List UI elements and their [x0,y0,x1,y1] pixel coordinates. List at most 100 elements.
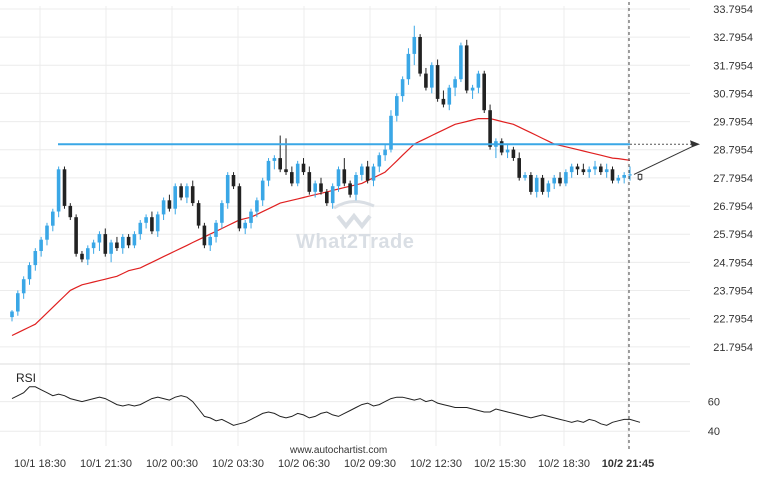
candle [86,245,90,266]
candle-body [581,169,586,173]
candle [161,197,166,221]
candle-body [196,203,201,226]
candle [529,172,533,195]
candle-body [558,177,562,184]
candle [272,155,277,170]
candle-body [260,180,265,201]
candle [482,70,486,114]
y-tick-label: 27.7954 [713,173,753,185]
candle [173,183,177,215]
watermark-text: What2Trade [296,231,414,253]
candle-body [121,236,125,249]
candle-body [447,87,452,105]
rsi-panel: RSI 60 40 [0,371,720,438]
candle-body [284,169,288,173]
candle-body [33,251,38,266]
x-tick-label: 10/2 03:30 [212,458,264,470]
rsi-line [11,386,641,426]
x-tick-label: 10/2 06:30 [278,458,330,470]
candle-body [272,158,277,161]
candle-body [342,169,347,184]
candle-body [400,79,405,97]
candle-body [91,242,96,249]
candle-body [255,200,259,212]
candle-body [319,183,323,192]
candle [499,138,504,156]
candle [383,143,387,161]
candle [360,163,364,181]
projected-candle [637,173,643,181]
candle [10,310,14,322]
candle [249,208,253,229]
candle [115,236,119,251]
candle-body [418,37,422,74]
candle-body [365,166,370,181]
candle-body [628,174,632,176]
candle-body [21,279,26,294]
candle-body [564,172,568,184]
candle [470,84,475,99]
candle-body [74,217,78,254]
candle-body [220,203,224,223]
candle-body [412,37,417,54]
candle-body [371,166,376,181]
y-axis: 33.7954 32.7954 31.7954 30.7954 29.7954 28.79… [713,4,753,354]
candle [354,172,358,201]
candle-body [569,166,574,173]
candle-body [307,172,312,192]
candle [616,174,621,184]
candle [196,200,201,229]
overlays [58,2,700,452]
candle-body [266,160,271,181]
candle-body [424,73,428,88]
candle-body [132,234,137,246]
candle-body [406,53,411,80]
candle [523,172,527,181]
candle [511,146,516,161]
candle-body [441,98,446,105]
candle-body [575,166,580,170]
candle [231,172,236,190]
candle [540,174,545,195]
candle-body [616,177,621,181]
candle-body [161,200,166,215]
candle-body [214,222,218,237]
candle-body [330,186,335,204]
grid [0,6,690,446]
candle-body [155,214,160,232]
candle [138,220,143,240]
candle-body [622,175,626,178]
candle-body [325,191,329,204]
candle [552,174,556,190]
candle-body [523,175,527,178]
candle [453,76,457,97]
x-tick-label: 10/1 18:30 [14,458,66,470]
x-tick-label: 10/2 00:30 [146,458,198,470]
candle-body [190,186,195,204]
candle [418,34,422,77]
candle-body [534,177,539,192]
candle-body [360,166,364,175]
candle [307,166,312,195]
moving-average-line [11,117,631,337]
candle-body [51,211,55,226]
candle [517,152,521,181]
candle [564,169,568,187]
candle-body [464,45,469,91]
rsi-level-label: 40 [708,426,720,438]
candle-body [301,163,306,173]
candle-body [459,45,463,80]
candle [406,48,411,85]
candle-body [395,96,399,116]
y-tick-label: 32.7954 [713,32,753,44]
projection-arrow-line [633,143,698,175]
candle [558,172,562,187]
candles [10,25,643,322]
candle [190,180,195,206]
candle [214,220,218,243]
candle [68,203,73,221]
candle [126,234,131,249]
candle-body [354,175,358,195]
candle [295,160,300,187]
